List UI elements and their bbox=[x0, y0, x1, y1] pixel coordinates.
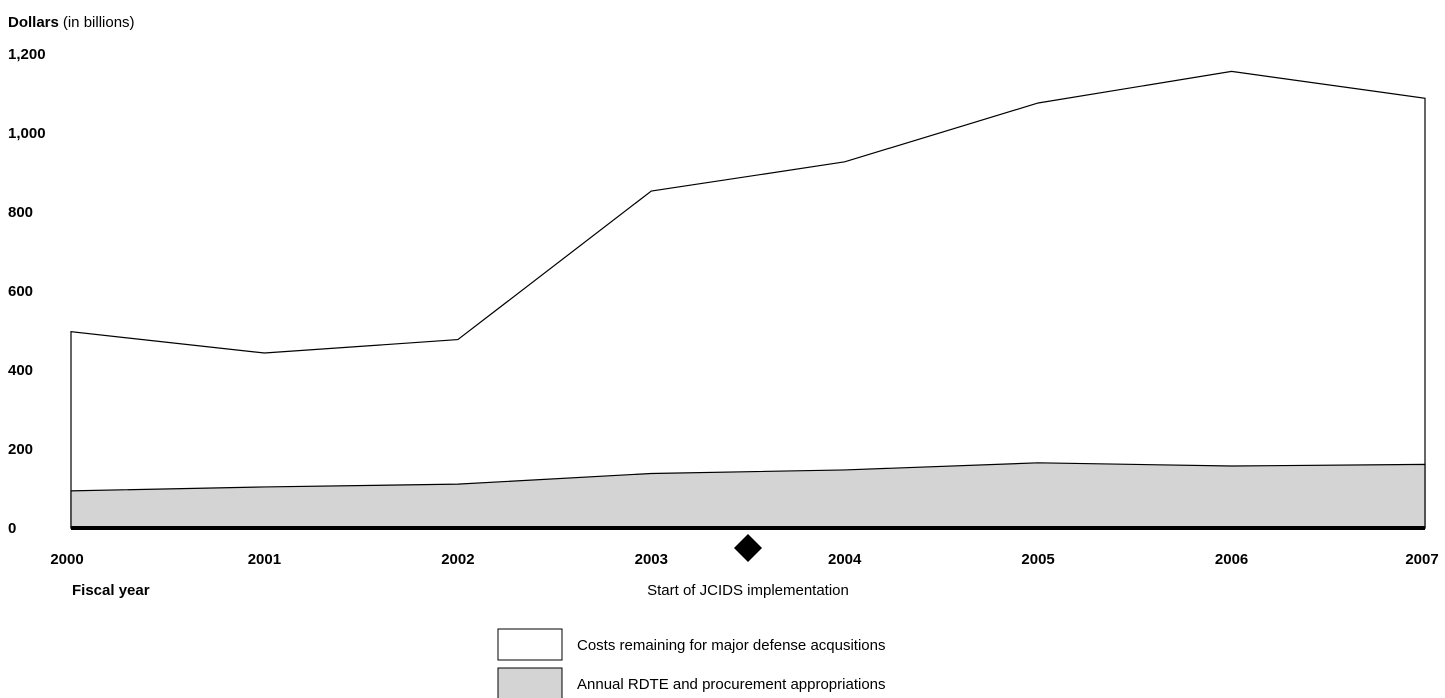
y-tick-label: 200 bbox=[8, 441, 33, 458]
x-tick-label: 2001 bbox=[248, 551, 281, 568]
y-axis: 0 200 400 600 800 1,000 1,200 bbox=[8, 46, 46, 537]
series-area-annual-rdte bbox=[70, 462, 1426, 529]
y-tick-label: 1,000 bbox=[8, 125, 46, 142]
x-tick-label: 2007 bbox=[1405, 551, 1438, 568]
x-axis-title: Fiscal year bbox=[72, 582, 150, 599]
y-tick-label: 1,200 bbox=[8, 46, 46, 63]
legend-label-costs-remaining: Costs remaining for major defense acqusi… bbox=[577, 637, 885, 654]
diamond-marker-icon bbox=[734, 534, 762, 562]
y-tick-label: 0 bbox=[8, 520, 16, 537]
x-tick-label: 2000 bbox=[50, 551, 83, 568]
legend: Costs remaining for major defense acqusi… bbox=[497, 628, 886, 698]
x-axis: 2000 2001 2002 2003 2004 2005 2006 2007 bbox=[50, 551, 1438, 568]
y-tick-label: 400 bbox=[8, 362, 33, 379]
y-tick-label: 600 bbox=[8, 283, 33, 300]
x-tick-label: 2005 bbox=[1021, 551, 1054, 568]
x-tick-label: 2002 bbox=[441, 551, 474, 568]
x-tick-label: 2004 bbox=[828, 551, 862, 568]
annotation-label: Start of JCIDS implementation bbox=[647, 582, 849, 599]
x-tick-label: 2003 bbox=[635, 551, 668, 568]
legend-swatch-costs-remaining bbox=[497, 628, 563, 661]
y-tick-label: 800 bbox=[8, 204, 33, 221]
plot-area bbox=[70, 70, 1426, 530]
legend-label-annual-rdte: Annual RDTE and procurement appropriatio… bbox=[577, 676, 886, 693]
legend-swatch-annual-rdte bbox=[497, 667, 563, 698]
x-tick-label: 2006 bbox=[1215, 551, 1248, 568]
series-area-costs-remaining bbox=[70, 70, 1426, 529]
annotation: Start of JCIDS implementation bbox=[647, 534, 849, 599]
y-axis-title: Dollars (in billions) bbox=[8, 14, 135, 31]
